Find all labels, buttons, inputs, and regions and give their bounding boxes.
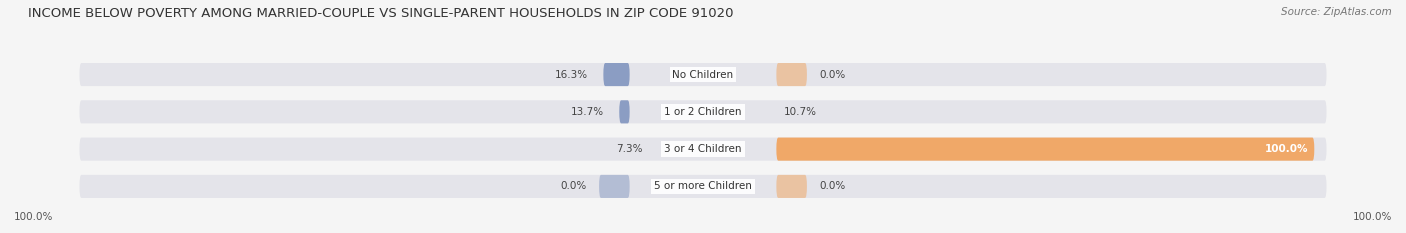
Text: 0.0%: 0.0% <box>561 182 586 191</box>
FancyBboxPatch shape <box>603 63 630 86</box>
Text: Source: ZipAtlas.com: Source: ZipAtlas.com <box>1281 7 1392 17</box>
Text: 7.3%: 7.3% <box>617 144 643 154</box>
Text: 5 or more Children: 5 or more Children <box>654 182 752 191</box>
FancyBboxPatch shape <box>80 137 1326 161</box>
FancyBboxPatch shape <box>776 175 807 198</box>
Text: 10.7%: 10.7% <box>783 107 817 117</box>
FancyBboxPatch shape <box>80 63 1326 86</box>
FancyBboxPatch shape <box>80 100 1326 123</box>
FancyBboxPatch shape <box>776 137 1315 161</box>
FancyBboxPatch shape <box>619 100 630 123</box>
Text: 0.0%: 0.0% <box>820 70 845 79</box>
Text: 16.3%: 16.3% <box>555 70 588 79</box>
Text: 1 or 2 Children: 1 or 2 Children <box>664 107 742 117</box>
Text: 100.0%: 100.0% <box>1353 212 1392 222</box>
Text: No Children: No Children <box>672 70 734 79</box>
Text: INCOME BELOW POVERTY AMONG MARRIED-COUPLE VS SINGLE-PARENT HOUSEHOLDS IN ZIP COD: INCOME BELOW POVERTY AMONG MARRIED-COUPL… <box>28 7 734 20</box>
Text: 100.0%: 100.0% <box>1264 144 1308 154</box>
FancyBboxPatch shape <box>776 63 807 86</box>
FancyBboxPatch shape <box>599 175 630 198</box>
Text: 13.7%: 13.7% <box>571 107 605 117</box>
Text: 3 or 4 Children: 3 or 4 Children <box>664 144 742 154</box>
FancyBboxPatch shape <box>80 175 1326 198</box>
Text: 0.0%: 0.0% <box>820 182 845 191</box>
Text: 100.0%: 100.0% <box>14 212 53 222</box>
